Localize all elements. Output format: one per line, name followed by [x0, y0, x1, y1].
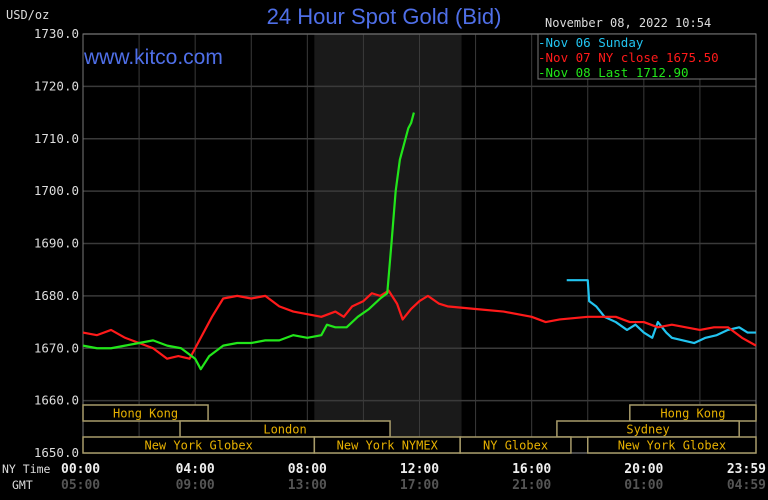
x-tick-gmt: 21:00: [512, 478, 551, 493]
x-tick-ny: 23:59: [727, 462, 766, 477]
series-line-1: [82, 289, 757, 360]
x-tick-ny: 16:00: [512, 462, 551, 477]
x-tick-gmt: 05:00: [61, 478, 100, 493]
x-tick-gmt: 17:00: [400, 478, 439, 493]
session-label: New York Globex: [144, 439, 252, 453]
session-box: [459, 436, 572, 454]
session-label: Hong Kong: [113, 407, 178, 421]
series-line-0: [566, 279, 756, 345]
y-axis-unit: USD/oz: [6, 8, 50, 22]
y-tick-label: 1680.0: [34, 288, 79, 303]
session-label: Sydney: [626, 423, 669, 437]
y-tick-label: 1720.0: [34, 78, 79, 93]
x-tick-gmt: 13:00: [288, 478, 327, 493]
session-label: London: [263, 423, 306, 437]
session-bar: New York NYMEX: [313, 436, 461, 454]
legend-label: Nov 08 Last 1712.90: [545, 65, 689, 80]
session-label: New York NYMEX: [337, 439, 439, 453]
legend-label: Nov 06 Sunday: [545, 35, 644, 50]
y-tick-label: 1650.0: [34, 445, 79, 460]
series-line-2: [82, 112, 415, 371]
x-tick-ny: 00:00: [61, 462, 100, 477]
y-tick-label: 1690.0: [34, 236, 79, 251]
session-box: [587, 436, 757, 454]
y-tick-label: 1700.0: [34, 183, 79, 198]
x-tick-ny: 04:00: [176, 462, 215, 477]
timestamp: November 08, 2022 10:54: [545, 16, 712, 30]
chart-title: 24 Hour Spot Gold (Bid): [266, 4, 502, 29]
y-tick-label: 1730.0: [34, 26, 79, 41]
legend-box: [537, 33, 757, 80]
x-tick-ny: 08:00: [288, 462, 327, 477]
session-box: [82, 404, 209, 422]
session-bar: Hong Kong: [629, 404, 757, 422]
x-axis-ny-label: NY Time: [2, 462, 51, 476]
session-label: Hong Kong: [660, 407, 725, 421]
legend-item-nov06: -Nov 06 Sunday: [538, 35, 644, 50]
x-tick-gmt: 09:00: [176, 478, 215, 493]
x-tick-gmt: 04:59: [727, 478, 766, 493]
session-bar: London: [179, 420, 391, 438]
session-bar: NY Globex: [459, 436, 572, 454]
x-axis-gmt-label: GMT: [12, 478, 33, 492]
x-tick-ny: 20:00: [624, 462, 663, 477]
x-tick-gmt: 01:00: [624, 478, 663, 493]
y-tick-label: 1670.0: [34, 340, 79, 355]
session-bar: Sydney: [556, 420, 740, 438]
y-tick-label: 1710.0: [34, 131, 79, 146]
session-bar: New York Globex: [82, 436, 316, 454]
x-tick-ny: 12:00: [400, 462, 439, 477]
session-label: New York Globex: [618, 439, 726, 453]
legend-label: Nov 07 NY close 1675.50: [545, 50, 719, 65]
session-bar: New York Globex: [587, 436, 757, 454]
legend-item-nov08: -Nov 08 Last 1712.90: [538, 65, 689, 80]
y-tick-label: 1660.0: [34, 393, 79, 408]
legend-item-nov07: -Nov 07 NY close 1675.50: [538, 50, 719, 65]
session-label: NY Globex: [483, 439, 548, 453]
watermark-link[interactable]: www.kitco.com: [84, 46, 223, 69]
session-bar: Hong Kong: [82, 404, 209, 422]
